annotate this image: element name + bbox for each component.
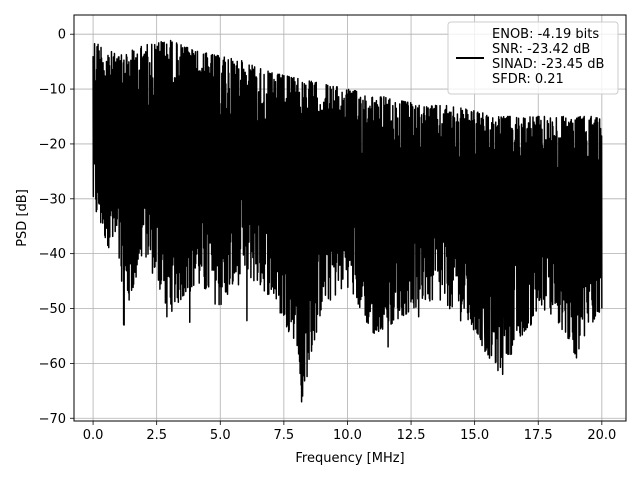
legend-label-line: SNR: -23.42 dB <box>492 42 590 57</box>
legend-label-line: ENOB: -4.19 bits <box>492 27 599 42</box>
x-tick-label: 5.0 <box>210 428 231 443</box>
x-tick-label: 17.5 <box>524 428 553 443</box>
y-axis-label: PSD [dB] <box>15 189 30 247</box>
legend-label: ENOB: -4.19 bits SNR: -23.42 dB SINAD: -23… <box>492 27 604 87</box>
legend-label-line: SFDR: 0.21 <box>492 72 564 87</box>
y-tick-label: −50 <box>39 302 66 317</box>
y-tick-label: −30 <box>39 192 66 207</box>
x-tick-label: 7.5 <box>274 428 295 443</box>
x-tick-label: 2.5 <box>146 428 167 443</box>
legend-label-line: SINAD: -23.45 dB <box>492 57 604 72</box>
psd-series-line <box>92 39 603 403</box>
axes-frame <box>73 14 627 422</box>
x-axis-label: Frequency [MHz] <box>295 451 404 466</box>
x-tick-label: 20.0 <box>587 428 616 443</box>
y-tick-label: −10 <box>39 83 66 98</box>
y-tick-label: 0 <box>58 28 66 43</box>
x-tick-label: 0.0 <box>83 428 104 443</box>
series-layer <box>92 39 603 403</box>
y-tick-label: −20 <box>39 137 66 152</box>
y-tick-label: −40 <box>39 247 66 262</box>
y-tick-label: −70 <box>39 412 66 427</box>
tick-layer: 0.0 2.5 5.0 7.5 10.0 12.5 15.0 17.5 20.0 0 −10 −20 −… <box>39 28 617 443</box>
legend-box <box>447 21 619 95</box>
x-tick-label: 12.5 <box>397 428 426 443</box>
x-tick-label: 10.0 <box>333 428 362 443</box>
legend: ENOB: -4.19 bits SNR: -23.42 dB SINAD: -23… <box>447 21 619 95</box>
x-tick-label: 15.0 <box>460 428 489 443</box>
y-tick-label: −60 <box>39 357 66 372</box>
